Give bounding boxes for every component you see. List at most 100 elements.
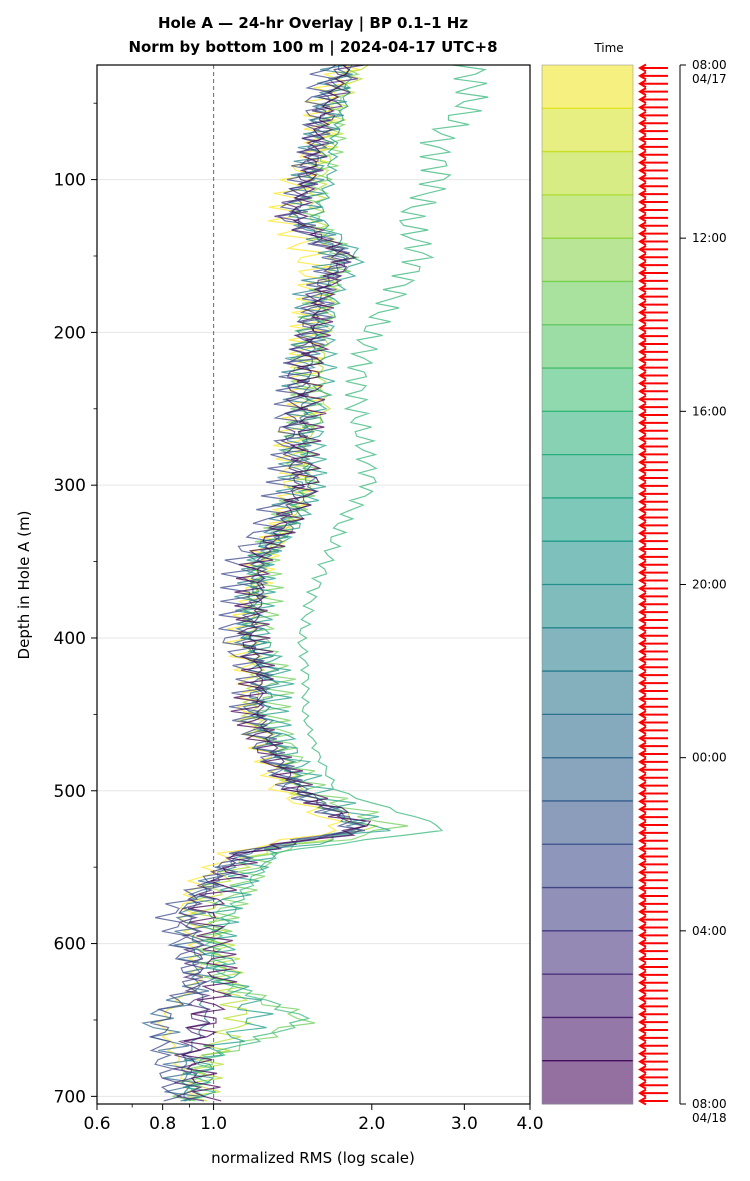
- time-arrow-head: [638, 465, 647, 475]
- gridlines: [97, 179, 530, 1097]
- colorbar-band: [542, 411, 633, 456]
- time-axis: 08:0004/1712:0016:0020:0000:0004:0008:00…: [679, 58, 727, 1125]
- time-arrow-head: [638, 970, 647, 980]
- time-tick-label: 04:00: [692, 924, 727, 938]
- time-arrow-head: [638, 150, 647, 160]
- colorbar-band: [542, 368, 633, 412]
- time-arrow-head: [638, 576, 647, 585]
- time-arrow-head: [638, 1017, 647, 1027]
- time-arrow-head: [638, 268, 647, 278]
- time-arrow-head: [638, 371, 647, 380]
- time-arrow-head: [638, 505, 647, 514]
- time-arrow-head: [638, 1057, 647, 1066]
- x-axis-ticks: 0.6 0.8 1.0 2.0 3.0 4.0: [83, 1104, 544, 1134]
- colorbar-band: [542, 974, 633, 1018]
- colorbar-band: [542, 541, 633, 585]
- colorbar-band: [542, 497, 633, 542]
- x-tick-label: 3.0: [451, 1114, 478, 1134]
- time-arrow-head: [638, 804, 647, 814]
- time-arrow-head: [638, 686, 647, 696]
- colorbar-band: [542, 627, 633, 672]
- time-arrow-head: [638, 1080, 647, 1090]
- plot-frame: [96, 64, 531, 1105]
- time-arrow-head: [638, 457, 647, 467]
- time-arrow-head: [638, 796, 647, 806]
- time-arrow-head: [638, 891, 647, 901]
- series-lines: [140, 64, 489, 1102]
- time-arrow-head: [638, 615, 647, 625]
- time-arrow-head: [638, 71, 647, 81]
- time-arrow-head: [638, 418, 647, 428]
- colorbar-band: [542, 454, 633, 499]
- colorbar-band: [542, 108, 633, 153]
- colorbar-band: [542, 844, 633, 889]
- colorbar-band: [542, 584, 633, 629]
- time-arrow-head: [638, 733, 647, 743]
- time-arrow-head: [638, 1072, 647, 1082]
- time-arrow-head: [638, 923, 647, 932]
- time-arrow-head: [638, 1049, 647, 1059]
- time-arrows: [638, 63, 668, 1106]
- time-arrow-head: [638, 915, 647, 924]
- time-arrow-head: [638, 994, 647, 1003]
- time-arrow-head: [638, 781, 647, 790]
- time-tick-label: 04/17: [692, 72, 727, 86]
- time-tick-label: 08:00: [692, 1097, 727, 1111]
- y-axis-label: Depth in Hole A (m): [15, 511, 33, 660]
- time-arrow-head: [638, 852, 647, 861]
- y-tick-label: 200: [54, 323, 86, 343]
- series-line-1400: [183, 64, 489, 1102]
- time-tick-label: 04/18: [692, 1111, 727, 1125]
- time-arrow-head: [638, 174, 647, 183]
- time-arrow-head: [638, 126, 647, 136]
- time-arrow-head: [638, 607, 647, 617]
- time-arrow-head: [638, 221, 647, 231]
- time-arrow-head: [638, 528, 647, 538]
- colorbar-band: [542, 887, 633, 932]
- time-arrow-head: [638, 442, 647, 451]
- time-arrow-head: [638, 237, 647, 246]
- time-arrow-head: [638, 702, 647, 712]
- time-arrow-head: [638, 355, 647, 365]
- time-arrow-head: [638, 812, 647, 822]
- time-arrow-head: [638, 867, 647, 877]
- colorbar-band: [542, 281, 633, 326]
- time-arrow-head: [638, 560, 647, 570]
- y-tick-label: 400: [54, 629, 86, 649]
- time-arrow-head: [638, 844, 647, 854]
- y-tick-label: 600: [54, 935, 86, 955]
- time-arrow-head: [638, 489, 647, 499]
- colorbar-band: [542, 324, 633, 369]
- time-arrow-head: [638, 79, 647, 89]
- series-line-0000: [173, 64, 368, 1102]
- time-arrow-head: [638, 513, 647, 522]
- colorbar-frame: [541, 64, 634, 1105]
- time-arrow-head: [638, 450, 647, 459]
- time-arrow-head: [638, 1025, 647, 1035]
- time-arrow-head: [638, 986, 647, 995]
- time-arrow-head: [638, 1041, 647, 1051]
- time-arrow-head: [638, 655, 647, 664]
- time-arrow-head: [638, 481, 647, 491]
- time-arrow-head: [638, 292, 647, 302]
- time-arrow-head: [638, 1088, 647, 1098]
- x-tick-label: 0.8: [149, 1114, 176, 1134]
- time-arrow-head: [638, 757, 647, 767]
- time-arrow-head: [638, 402, 647, 412]
- time-arrow-head: [638, 118, 647, 128]
- time-arrow-head: [638, 87, 647, 97]
- time-arrow-head: [638, 331, 647, 341]
- chart-title-line2: Norm by bottom 100 m | 2024-04-17 UTC+8: [128, 38, 497, 57]
- time-arrow-head: [638, 946, 647, 956]
- time-arrow-head: [638, 710, 647, 719]
- series-line-2200: [148, 64, 366, 1102]
- time-arrow-head: [638, 434, 647, 443]
- time-arrow-head: [638, 536, 647, 546]
- time-arrow-head: [638, 544, 647, 554]
- time-arrow-head: [638, 978, 647, 988]
- colorbar-band: [542, 1017, 633, 1062]
- y-axis-ticks: 100 200 300 400 500 600 700: [54, 102, 97, 1107]
- series-line-2000: [140, 65, 367, 1102]
- x-tick-label: 2.0: [358, 1114, 385, 1134]
- time-arrow-head: [638, 95, 647, 104]
